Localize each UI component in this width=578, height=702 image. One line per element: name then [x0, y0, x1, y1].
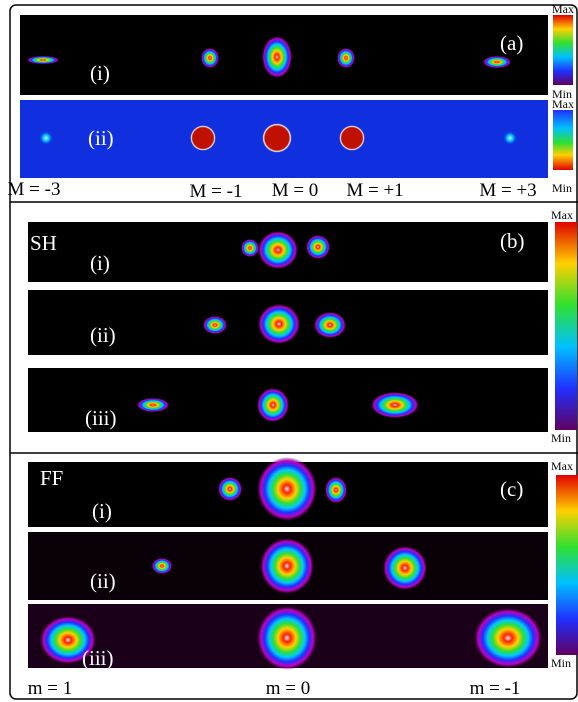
beam-spot [218, 477, 242, 501]
beam-spot [503, 131, 517, 145]
beam-spot [257, 606, 317, 670]
beam-spot [325, 477, 347, 503]
order-label: m = -1 [470, 678, 521, 699]
row-label: (ii) [88, 126, 114, 150]
order-label: m = 1 [28, 678, 73, 699]
beam-spot [314, 312, 346, 338]
beam-spot [337, 48, 355, 68]
beam-spot [258, 304, 300, 344]
colorbar-min: Min [552, 181, 572, 195]
order-label: M = +1 [346, 180, 403, 201]
beam-spot [474, 608, 542, 668]
beam-spot [339, 125, 365, 151]
colorbar-max: Max [551, 459, 573, 473]
beam-spot [371, 392, 419, 418]
figure: (a) (i) (ii) Max Min Max Min M = -3 M = … [0, 0, 578, 702]
row-label: (i) [90, 251, 110, 275]
order-label: M = -3 [8, 179, 61, 200]
beam-spot [137, 398, 169, 412]
panel-label: (c) [500, 477, 523, 501]
beam-spot [258, 231, 298, 269]
colorbar-max: Max [552, 97, 574, 111]
beam-spot [262, 123, 292, 153]
beam-spot [241, 239, 259, 257]
row-label: (iii) [82, 646, 114, 670]
panel-title: FF [40, 466, 63, 490]
colorbar [555, 222, 577, 430]
order-label: M = +3 [479, 180, 536, 201]
panel-title: SH [30, 231, 57, 255]
order-label: M = 0 [272, 180, 319, 201]
beam-spot [257, 388, 289, 422]
panel-label: (b) [500, 229, 525, 253]
panel-label: (a) [500, 31, 523, 55]
beam-spot [203, 316, 227, 334]
colorbar [553, 15, 573, 85]
row-label: (ii) [90, 569, 116, 593]
beam-spot [39, 131, 53, 145]
colorbar [556, 475, 578, 655]
beam-spot [306, 235, 330, 259]
colorbar-min: Min [551, 656, 571, 670]
colorbar-min: Min [551, 431, 571, 445]
order-label: m = 0 [266, 678, 311, 699]
row-label: (iii) [85, 406, 117, 430]
row-label: (i) [92, 499, 112, 523]
row-label: (ii) [90, 323, 116, 347]
colorbar-max: Max [551, 208, 573, 222]
beam-spot [201, 48, 219, 68]
order-label: M = -1 [190, 181, 243, 202]
beam-spot [260, 538, 314, 594]
row-label: (i) [90, 61, 110, 85]
beam-spot [152, 558, 172, 574]
colorbar-max: Max [552, 2, 574, 16]
beam-spot [262, 36, 292, 78]
beam-spot [190, 125, 216, 151]
beam-spot [27, 56, 59, 64]
colorbar [553, 110, 573, 170]
beam-spot [483, 56, 511, 68]
beam-spot [257, 457, 317, 521]
beam-spot [383, 546, 427, 590]
